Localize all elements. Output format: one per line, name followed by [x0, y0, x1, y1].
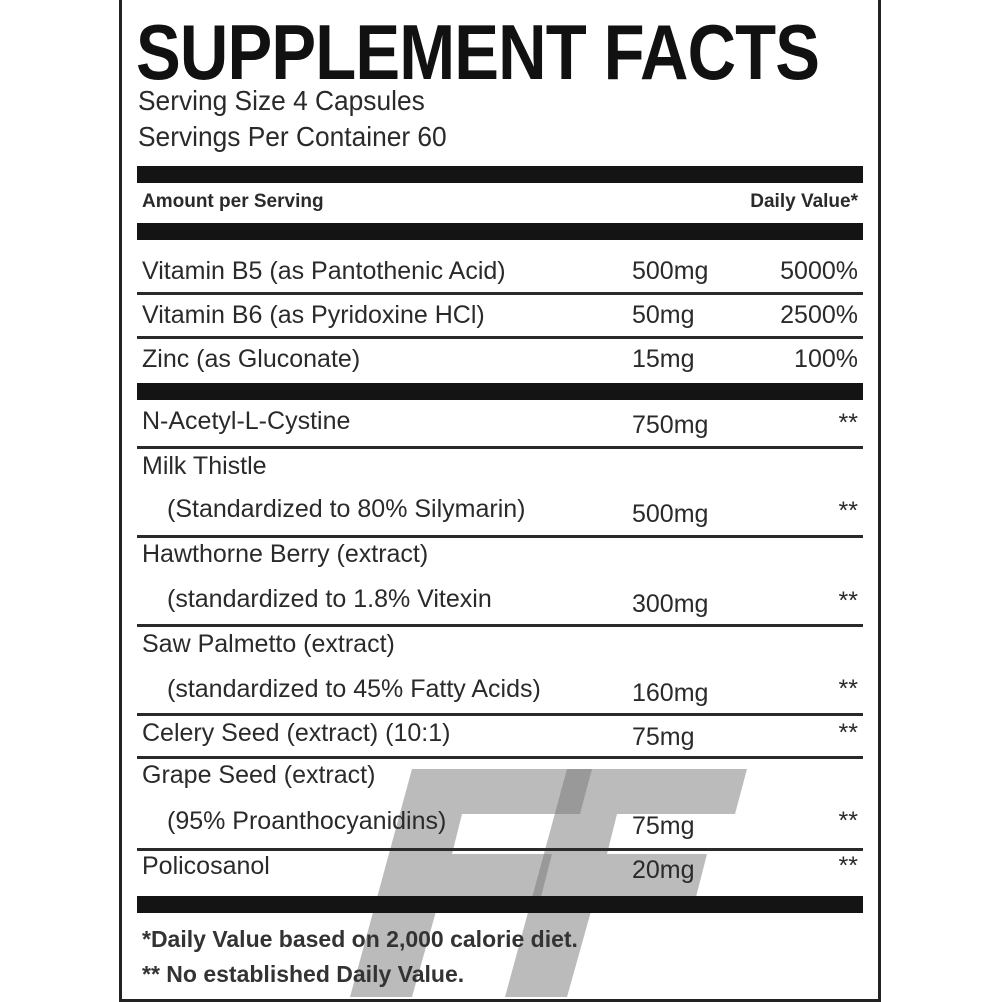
label-title: SUPPLEMENT FACTS — [136, 8, 820, 96]
daily-value-header: Daily Value* — [750, 191, 858, 212]
vitamin-name: Zinc (as Gluconate) — [142, 345, 361, 373]
divider — [137, 535, 863, 538]
divider — [137, 713, 863, 716]
vitamin-dv: 2500% — [780, 301, 858, 329]
footnote-daily-value: *Daily Value based on 2,000 calorie diet… — [142, 926, 578, 952]
vitamin-dv: 5000% — [780, 257, 858, 285]
ingredient-name: Grape Seed (extract) — [142, 761, 376, 789]
vitamin-amount: 500mg — [632, 257, 709, 285]
vitamin-name: Vitamin B5 (as Pantothenic Acid) — [142, 257, 506, 285]
ingredient-amount: 75mg — [632, 812, 695, 840]
ingredient-name: Policosanol — [142, 852, 270, 880]
divider — [137, 292, 863, 295]
servings-per-container: Servings Per Container 60 — [138, 121, 447, 152]
ingredient-name: N-Acetyl-L-Cystine — [142, 407, 351, 435]
ingredient-name: Hawthorne Berry (extract) — [142, 540, 429, 568]
ingredient-dv: ** — [838, 497, 858, 525]
ingredient-amount: 750mg — [632, 411, 709, 439]
divider — [137, 848, 863, 851]
vitamin-amount: 50mg — [632, 301, 695, 329]
ingredient-dv: ** — [838, 719, 858, 747]
ingredient-dv: ** — [838, 409, 858, 437]
ingredient-sub: (standardized to 45% Fatty Acids) — [167, 675, 541, 703]
ingredient-sub: (standardized to 1.8% Vitexin — [167, 585, 492, 613]
divider-thick — [137, 223, 863, 240]
ingredient-sub: (Standardized to 80% Silymarin) — [167, 495, 526, 523]
ingredient-amount: 20mg — [632, 856, 695, 884]
divider — [137, 756, 863, 759]
ingredient-amount: 300mg — [632, 590, 709, 618]
divider — [137, 624, 863, 627]
vitamin-name: Vitamin B6 (as Pyridoxine HCl) — [142, 301, 485, 329]
ingredient-amount: 75mg — [632, 723, 695, 751]
supplement-facts-label: SUPPLEMENT FACTS Serving Size 4 Capsules… — [119, 0, 881, 1002]
ingredient-sub: (95% Proanthocyanidins) — [167, 807, 447, 835]
divider-thick — [137, 896, 863, 913]
ingredient-amount: 500mg — [632, 500, 709, 528]
divider-thick — [137, 166, 863, 183]
divider — [137, 446, 863, 449]
ingredient-dv: ** — [838, 807, 858, 835]
divider — [137, 336, 863, 339]
ingredient-name: Saw Palmetto (extract) — [142, 630, 395, 658]
vitamin-amount: 15mg — [632, 345, 695, 373]
ingredient-dv: ** — [838, 675, 858, 703]
ingredient-dv: ** — [838, 587, 858, 615]
amount-per-serving-header: Amount per Serving — [142, 191, 324, 212]
vitamin-dv: 100% — [794, 345, 858, 373]
watermark-letter-f2 — [505, 769, 747, 997]
divider-thick — [137, 383, 863, 400]
ingredient-amount: 160mg — [632, 679, 709, 707]
ingredient-name: Celery Seed (extract) (10:1) — [142, 719, 451, 747]
serving-size: Serving Size 4 Capsules — [138, 85, 425, 116]
footnote-no-dv: ** No established Daily Value. — [142, 961, 465, 987]
ingredient-name: Milk Thistle — [142, 452, 267, 480]
ingredient-dv: ** — [838, 852, 858, 880]
